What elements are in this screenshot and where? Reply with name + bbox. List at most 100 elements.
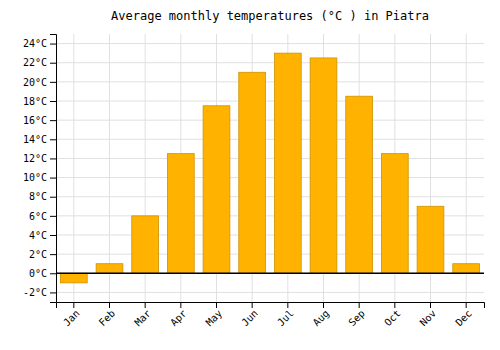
tick-label: 8°C [29,191,47,202]
grid-line [73,34,74,302]
tick: 16°C [23,115,56,126]
tick: 4°C [29,230,56,241]
tick: Apr [168,302,189,328]
tick-label: 2°C [29,249,47,260]
tick-label: -2°C [23,287,47,298]
bar [203,106,230,274]
bar [453,264,480,274]
bar [60,273,87,283]
plot: -2°C0°C2°C4°C6°C8°C10°C12°C14°C16°C18°C2… [23,34,485,328]
tick: 24°C [23,38,56,49]
grid-line [56,81,484,82]
tick: Oct [382,302,403,328]
bar [96,264,123,274]
tick-label: 14°C [23,134,47,145]
tick-mark [252,302,253,308]
tick-mark [50,254,56,255]
tick-label: Jan [61,308,82,329]
tick: Jul [275,302,296,328]
tick-mark [109,302,110,308]
grid-line [56,101,484,102]
tick-label: 16°C [23,115,47,126]
tick: Feb [97,302,118,328]
tick: Mar [132,302,153,328]
tick: 8°C [29,191,56,202]
tick-mark [50,158,56,159]
bars [60,53,479,283]
tick-label: Feb [97,308,118,329]
tick: May [204,302,225,328]
tick: 6°C [29,211,56,222]
bar [417,206,444,273]
y-axis: -2°C0°C2°C4°C6°C8°C10°C12°C14°C16°C18°C2… [23,35,57,303]
title: Average monthly temperatures (°C ) in Pi… [111,9,429,23]
tick-label: 10°C [23,172,47,183]
x-axis: Jan Feb Mar Apr May Jun Jul Aug Sep Oct Nov Dec [57,302,485,328]
bar [167,154,194,274]
zero-line [56,273,484,275]
tick-mark [50,235,56,236]
tick-mark [50,273,56,274]
tick-mark [50,82,56,83]
bar [310,58,337,273]
tick: 14°C [23,134,56,145]
grid-line [56,292,484,293]
tick-mark [359,302,360,308]
tick-mark [73,302,74,308]
grid-line [56,120,484,121]
tick-label: Oct [382,308,403,329]
tick: 18°C [23,96,56,107]
grid-line [109,34,110,302]
bar [239,72,266,273]
grid-line [56,273,484,274]
grid-line [56,177,484,178]
tick-mark [216,302,217,308]
tick-mark [50,139,56,140]
tick-mark [50,216,56,217]
tick-mark [430,302,431,308]
tick-label: Aug [311,308,332,329]
tick-label: Apr [168,308,189,329]
tick: Jan [61,302,82,328]
tick-mark [323,302,324,308]
tick: Sep [346,302,367,328]
tick: Dec [453,302,474,328]
tick-label: Jun [239,308,260,329]
tick-mark [50,292,56,293]
tick-label: Nov [418,308,439,329]
tick-label: 18°C [23,96,47,107]
axis-line [50,35,57,303]
bar [346,96,373,273]
bar [132,216,159,273]
tick: Jun [239,302,260,328]
tick-mark [287,302,288,308]
bar [274,53,301,273]
tick-mark [50,178,56,179]
tick: 10°C [23,172,56,183]
tick-label: May [204,308,225,329]
tick-label: Sep [346,308,367,329]
tick: 2°C [29,249,56,260]
tick-mark [50,63,56,64]
tick-label: 20°C [23,77,47,88]
chart: -2°C0°C2°C4°C6°C8°C10°C12°C14°C16°C18°C2… [0,0,500,350]
tick-label: 6°C [29,211,47,222]
tick-mark [180,302,181,308]
tick-mark [145,302,146,308]
tick-mark [50,120,56,121]
tick-label: 4°C [29,230,47,241]
grid-line [56,43,484,44]
tick: 22°C [23,57,56,68]
grid-line [56,196,484,197]
tick: Nov [418,302,439,328]
tick-label: Jul [275,308,296,329]
tick-label: 24°C [23,38,47,49]
tick-mark [394,302,395,308]
tick-label: 22°C [23,57,47,68]
bar [381,154,408,274]
tick: 12°C [23,153,56,164]
tick-mark [50,101,56,102]
tick-label: Dec [453,308,474,329]
grid [56,34,484,302]
tick-mark [50,197,56,198]
